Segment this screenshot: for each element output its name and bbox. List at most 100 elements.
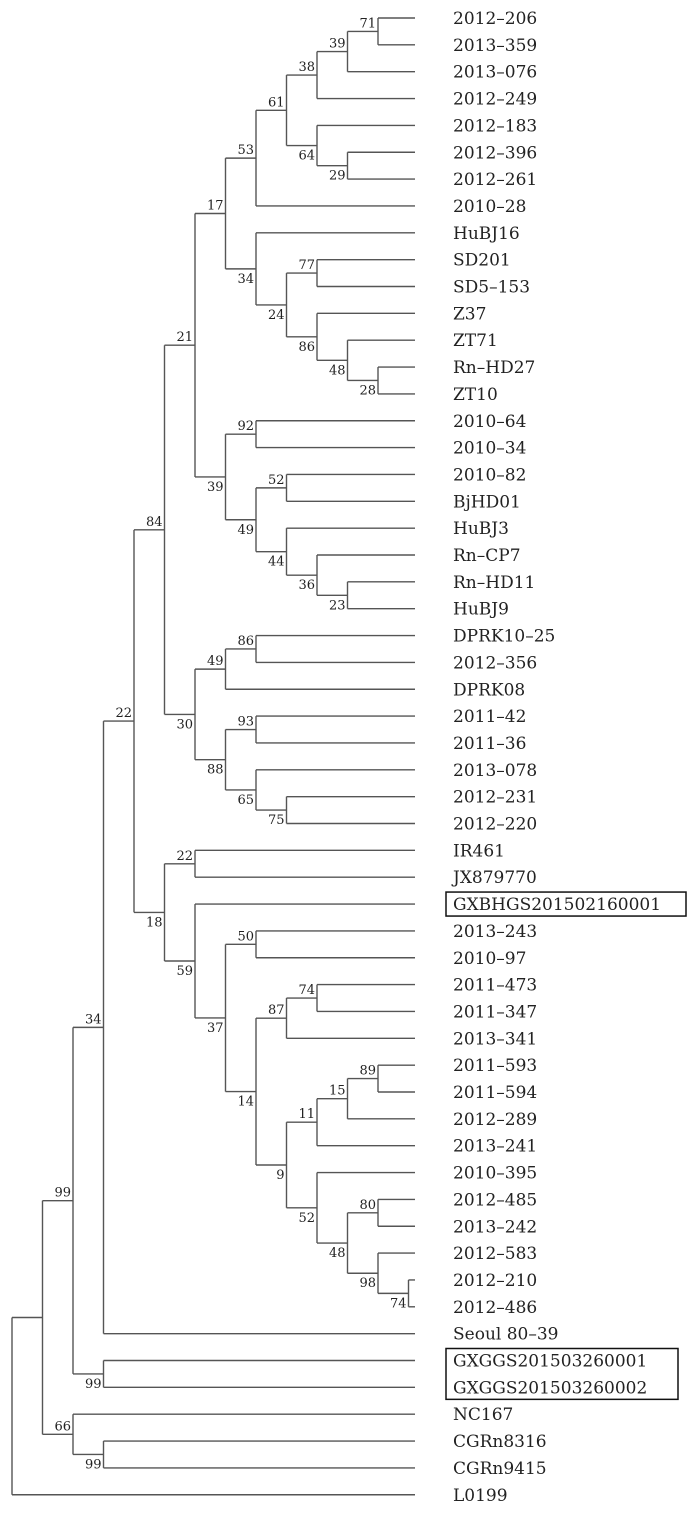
bootstrap-value: 87 xyxy=(268,1003,285,1018)
taxon-label: 2012–249 xyxy=(453,90,537,110)
bootstrap-value: 89 xyxy=(359,1064,376,1079)
taxon-label: 2012–289 xyxy=(453,1110,537,1130)
bootstrap-value: 22 xyxy=(115,706,132,721)
bootstrap-value: 18 xyxy=(146,915,163,930)
taxon-label: 2010–395 xyxy=(453,1164,537,1184)
taxon-label: Rn–HD27 xyxy=(453,358,535,378)
bootstrap-value: 93 xyxy=(237,715,254,730)
taxon-label: 2011–593 xyxy=(453,1056,537,1076)
bootstrap-value: 49 xyxy=(207,654,224,669)
bootstrap-value: 80 xyxy=(359,1198,376,1213)
taxon-label: DPRK08 xyxy=(453,680,525,700)
bootstrap-value: 30 xyxy=(176,717,193,732)
taxon-label: 2013–359 xyxy=(453,36,537,56)
bootstrap-value: 75 xyxy=(268,813,285,828)
taxon-label: 2012–210 xyxy=(453,1271,537,1291)
bootstrap-value: 36 xyxy=(298,578,315,593)
bootstrap-value: 15 xyxy=(329,1084,346,1099)
taxon-label: L0199 xyxy=(453,1486,508,1506)
bootstrap-value: 86 xyxy=(298,340,315,355)
taxon-label: 2010–34 xyxy=(453,439,526,459)
bootstrap-value: 29 xyxy=(329,169,346,184)
taxon-label: GXGGS201503260001 xyxy=(453,1352,647,1372)
taxon-label: ZT10 xyxy=(453,385,498,405)
bootstrap-value: 44 xyxy=(268,555,285,570)
highlight-boxes xyxy=(445,891,687,1401)
taxon-label: 2012–486 xyxy=(453,1298,537,1318)
bootstrap-value: 39 xyxy=(207,480,224,495)
bootstrap-value: 52 xyxy=(268,473,285,488)
taxon-label: 2012–206 xyxy=(453,9,537,29)
taxon-label: 2012–485 xyxy=(453,1190,537,1210)
bootstrap-value: 21 xyxy=(176,330,193,345)
bootstrap-value: 99 xyxy=(54,1186,71,1201)
taxon-label: JX879770 xyxy=(451,868,537,888)
bootstrap-value: 38 xyxy=(298,60,315,75)
bootstrap-value: 61 xyxy=(268,95,285,110)
bootstrap-value: 74 xyxy=(298,983,315,998)
taxon-label: BjHD01 xyxy=(453,492,521,512)
bootstrap-value: 74 xyxy=(390,1296,407,1311)
taxon-label: CGRn9415 xyxy=(453,1459,547,1479)
taxon-label: 2012–396 xyxy=(453,143,537,163)
tree-branches xyxy=(11,17,415,1496)
taxon-label: 2013–242 xyxy=(453,1217,537,1237)
taxon-label: CGRn8316 xyxy=(453,1432,547,1452)
bootstrap-value: 49 xyxy=(237,523,254,538)
taxon-label: 2013–243 xyxy=(453,922,537,942)
bootstrap-value: 34 xyxy=(85,1012,102,1027)
bootstrap-value: 24 xyxy=(268,308,285,323)
taxon-label: 2011–473 xyxy=(453,976,537,996)
taxon-label: 2011–36 xyxy=(453,734,526,754)
taxon-label: 2010–82 xyxy=(453,465,526,485)
taxon-label: Rn–CP7 xyxy=(453,546,521,566)
highlight-box xyxy=(445,1347,679,1401)
bootstrap-value: 84 xyxy=(146,515,163,530)
bootstrap-value: 66 xyxy=(54,1419,71,1434)
taxon-label: DPRK10–25 xyxy=(453,627,555,647)
taxon-label: GXGGS201503260002 xyxy=(453,1378,647,1398)
taxon-label: NC167 xyxy=(453,1405,513,1425)
taxon-label: Seoul 80–39 xyxy=(453,1325,559,1345)
bootstrap-value: 99 xyxy=(85,1457,102,1472)
taxon-label: 2012–183 xyxy=(453,116,537,136)
bootstrap-value: 77 xyxy=(298,258,315,273)
bootstrap-labels: 99 66 34 22 84 21 17 53 61 38 39 71 64 29 34 24 77 86 48 28… xyxy=(54,16,406,1472)
bootstrap-value: 39 xyxy=(329,37,346,52)
taxon-label: Rn–HD11 xyxy=(453,573,535,593)
taxon-label: Z37 xyxy=(453,304,486,324)
bootstrap-value: 34 xyxy=(237,272,254,287)
taxon-label: HuBJ16 xyxy=(453,224,520,244)
bootstrap-value: 71 xyxy=(359,16,376,31)
bootstrap-value: 50 xyxy=(237,929,254,944)
taxon-label: 2013–241 xyxy=(453,1137,537,1157)
bootstrap-value: 86 xyxy=(237,634,254,649)
bootstrap-value: 99 xyxy=(85,1377,102,1392)
bootstrap-value: 37 xyxy=(207,1021,224,1036)
bootstrap-value: 98 xyxy=(359,1276,376,1291)
bootstrap-value: 64 xyxy=(298,149,315,164)
taxon-label: 2012–261 xyxy=(453,170,537,190)
bootstrap-value: 53 xyxy=(237,143,254,158)
bootstrap-value: 92 xyxy=(237,419,254,434)
bootstrap-value: 65 xyxy=(237,793,254,808)
taxon-label: 2011–347 xyxy=(453,1002,537,1022)
taxon-label: SD201 xyxy=(453,251,511,271)
bootstrap-value: 48 xyxy=(329,1246,346,1261)
bootstrap-value: 22 xyxy=(176,849,193,864)
bootstrap-value: 11 xyxy=(298,1107,315,1122)
bootstrap-value: 52 xyxy=(298,1211,315,1226)
bootstrap-value: 9 xyxy=(276,1168,284,1183)
taxon-label: 2010–64 xyxy=(453,412,526,432)
taxon-label: HuBJ3 xyxy=(453,519,509,539)
taxon-label: 2012–583 xyxy=(453,1244,537,1264)
bootstrap-value: 17 xyxy=(207,199,224,214)
bootstrap-value: 48 xyxy=(329,363,346,378)
taxon-label: 2011–42 xyxy=(453,707,526,727)
taxon-label: 2013–078 xyxy=(453,761,537,781)
bootstrap-value: 28 xyxy=(359,383,376,398)
bootstrap-value: 88 xyxy=(207,763,224,778)
bootstrap-value: 14 xyxy=(237,1095,254,1110)
bootstrap-value: 59 xyxy=(176,964,193,979)
